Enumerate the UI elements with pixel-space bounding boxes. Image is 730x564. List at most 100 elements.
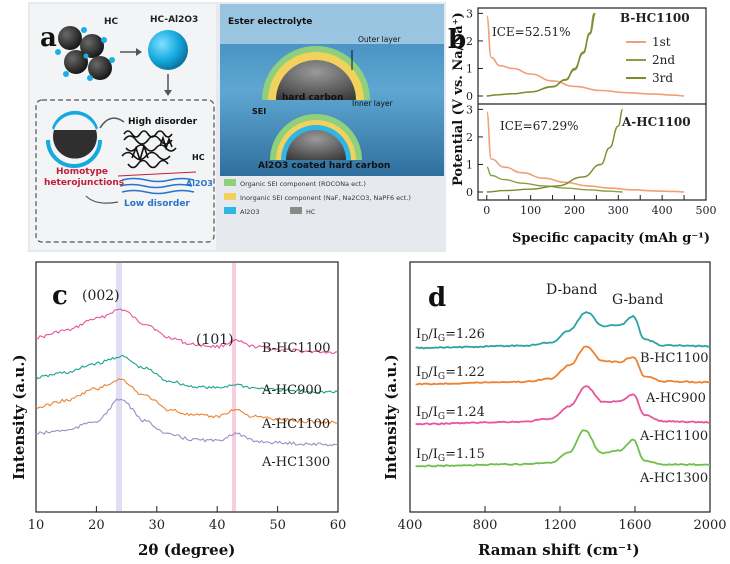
b-ylabel: Potential (V vs. Na/Na⁺) <box>451 12 466 186</box>
half-sphere-icon <box>46 110 102 168</box>
panel-c-plot: 10 20 30 40 50 60 <box>28 308 347 533</box>
a-legend-item: HC <box>306 208 316 216</box>
b-ytick-label: 2 <box>466 35 473 48</box>
d-series-label: A-HC1100 <box>639 429 708 444</box>
b-series-line <box>486 111 685 193</box>
c-series-line <box>35 378 339 425</box>
panel-c-series-labels: B-HC1100 A-HC900 A-HC1100 A-HC1300 <box>261 341 331 470</box>
c-series-label: A-HC900 <box>261 383 322 398</box>
b-legend-item: 2nd <box>652 53 675 67</box>
b-ytick-label: 1 <box>466 62 473 75</box>
sky-band <box>220 4 444 44</box>
curve-arrow-icon <box>99 117 125 129</box>
hc-al2o3-label: HC-Al2O3 <box>150 15 198 25</box>
hc-small-label: HC <box>192 153 205 162</box>
panel-a-label: a <box>40 23 57 53</box>
peak2-band <box>232 263 236 511</box>
inner-layer-label: Inner layer <box>352 99 394 108</box>
b-series-line <box>486 108 624 193</box>
c-xtick-label: 60 <box>330 518 347 533</box>
hc-al2o3-sphere-icon <box>148 30 188 70</box>
panel-c-label: c <box>52 281 68 311</box>
b-top-title: B-HC1100 <box>620 11 690 25</box>
d-ratio-label: ID/IG=1.24 <box>416 405 485 422</box>
c-series-label: A-HC1300 <box>261 455 330 470</box>
d-ylabel: Intensity (a.u.) <box>382 354 400 480</box>
d-xtick-label: 1600 <box>618 518 651 533</box>
al2o3-label: Al2O3 <box>186 179 213 188</box>
d-series-line <box>415 345 710 386</box>
panel-c: 10 20 30 40 50 60 c (002) (101) B-HC1100 A-HC9… <box>10 261 347 559</box>
low-disorder-label: Low disorder <box>124 199 190 209</box>
b-top-ice: ICE=52.51% <box>492 25 571 39</box>
gband-label: G-band <box>612 292 663 308</box>
hc-cluster-icon <box>55 26 115 81</box>
sei-label: SEI <box>252 107 266 116</box>
b-ytick-label: 3 <box>466 7 473 20</box>
d-xlabel: Raman shift (cm⁻¹) <box>478 541 640 559</box>
high-disorder-label: High disorder <box>128 117 198 127</box>
b-xtick-label: 300 <box>608 204 629 217</box>
panel-d-ratio-labels: ID/IG=1.26 ID/IG=1.22 ID/IG=1.24 ID/IG=1.15 <box>416 327 485 464</box>
detail-box <box>35 99 215 243</box>
c-series-line <box>35 354 339 394</box>
b-bottom-title: A-HC1100 <box>621 115 691 129</box>
d-series-line <box>415 429 710 468</box>
c-xtick-label: 20 <box>88 518 105 533</box>
dband-label: D-band <box>546 282 598 298</box>
d-xtick-label: 400 <box>398 518 423 533</box>
b-legend-item: 3rd <box>652 71 673 85</box>
c-xtick-label: 30 <box>149 518 166 533</box>
panel-a: HC a HC-Al2O3 High disorder HC Homotype <box>28 2 446 252</box>
panel-d-plot: 400 800 1200 1600 2000 <box>398 311 727 533</box>
a-legend-swatch <box>224 193 236 200</box>
arrow-down-head-icon <box>164 90 172 96</box>
schematic-area <box>30 4 216 250</box>
panel-d: 400 800 1200 1600 2000 d D-band G-band ID/IG… <box>382 261 727 559</box>
a-legend-swatch <box>290 207 302 214</box>
b-ytick-label: 1 <box>466 158 473 171</box>
d-ratio-label: ID/IG=1.26 <box>416 327 485 344</box>
d-series-line <box>415 385 711 426</box>
panel-a-legend: Organic SEI component (ROCONa ect.) Inorg… <box>224 179 411 216</box>
b-series-line <box>486 12 597 97</box>
ester-label: Ester electrolyte <box>228 17 312 27</box>
c-series-line <box>35 398 339 447</box>
b-series-line <box>486 166 623 193</box>
d-series-label: A-HC900 <box>645 391 706 406</box>
b-xtick-label: 500 <box>696 204 717 217</box>
c-ylabel: Intensity (a.u.) <box>10 354 28 480</box>
panel-b-label: b <box>448 25 466 55</box>
b-xlabel: Specific capacity (mAh g⁻¹) <box>512 231 710 246</box>
a-legend-item: Al2O3 <box>240 208 260 216</box>
panel-c-frame <box>35 261 339 513</box>
b-ytick-label: 0 <box>466 186 473 199</box>
coated-hard-carbon-dome-icon <box>270 114 362 160</box>
panel-d-frame <box>409 261 711 513</box>
c-xtick-label: 10 <box>28 518 45 533</box>
b-series-line <box>486 15 685 97</box>
panel-d-label: d <box>428 283 446 313</box>
arrow-head-icon <box>136 48 142 56</box>
hard-carbon-dome-icon <box>262 46 370 100</box>
b-xtick-label: 100 <box>520 204 541 217</box>
b-ytick-label: 2 <box>466 131 473 144</box>
c-series-label: A-HC1100 <box>261 417 330 432</box>
outer-layer-label: Outer layer <box>358 35 401 44</box>
a-legend-item: Organic SEI component (ROCONa ect.) <box>240 180 366 188</box>
b-xtick-label: 400 <box>652 204 673 217</box>
panel-d-series-labels: B-HC1100 A-HC900 A-HC1100 A-HC1300 <box>639 351 709 486</box>
b-xtick-label: 200 <box>564 204 585 217</box>
b-legend-item: 1st <box>652 35 671 49</box>
d-series-label: A-HC1300 <box>639 471 708 486</box>
a-legend-swatch <box>224 207 236 214</box>
b-ytick-label: 0 <box>466 90 473 103</box>
peak1-band <box>116 263 122 511</box>
peak1-label: (002) <box>82 288 120 304</box>
d-xtick-label: 2000 <box>693 518 726 533</box>
junction-line <box>117 171 197 177</box>
a-legend-swatch <box>224 179 236 186</box>
